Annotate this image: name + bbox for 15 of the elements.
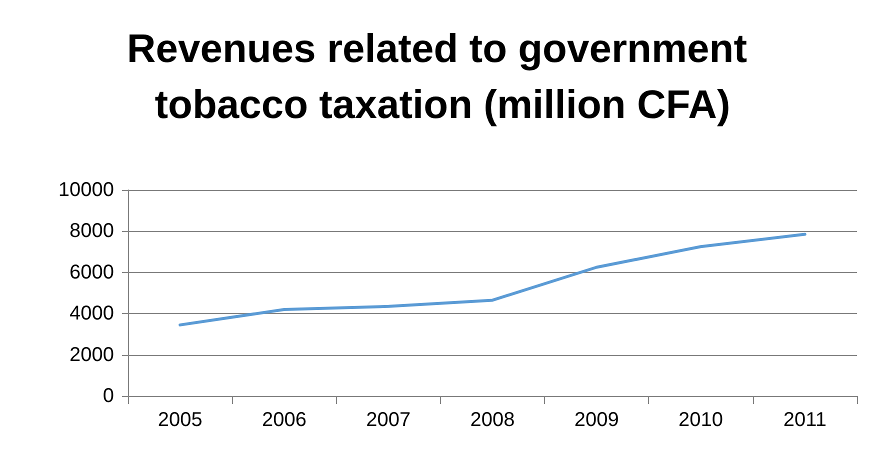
x-tick-label: 2007 [366, 409, 411, 431]
x-tick-label: 2009 [574, 409, 619, 431]
x-tick-label: 2005 [158, 409, 202, 431]
chart-title: Revenues related to government tobacco taxation (million CFA) [126, 27, 758, 127]
x-tick-label: 2008 [470, 409, 515, 431]
line-series [178, 232, 806, 326]
y-tick-label: 6000 [70, 261, 114, 284]
y-tick-label: 2000 [70, 344, 114, 366]
y-tick-label: 4000 [70, 302, 114, 325]
y-tick-label: 10000 [58, 179, 114, 201]
x-tick-label: 2011 [783, 409, 826, 431]
x-tick-label: 2006 [262, 409, 306, 431]
x-tick-label: 2010 [678, 409, 724, 431]
y-tick-label: 0 [102, 385, 114, 407]
y-tick-label: 8000 [70, 220, 114, 242]
